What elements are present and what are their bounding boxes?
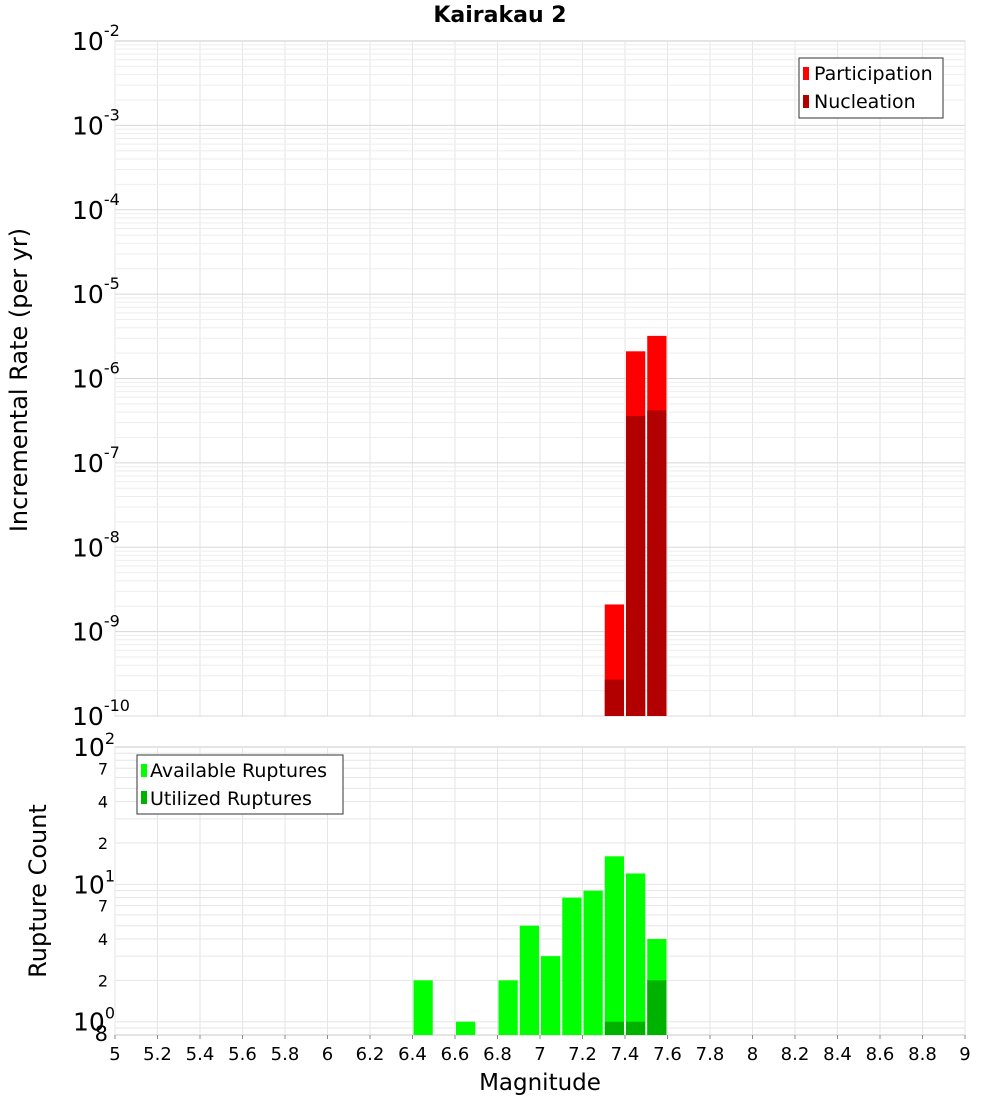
y-tick-exponent: -8 [104, 527, 120, 546]
magnitude-x-tick-labels: 5 5.2 5.4 5.6 5.8 6 6.2 6.4 6.6 6.8 7 7.2 7.4 7.6 7.8 8… [109, 1035, 971, 1065]
y-tick-label: 10-2 [72, 21, 120, 56]
y-tick-label: 10-3 [72, 105, 120, 140]
y-tick-label: 10-7 [72, 443, 120, 478]
x-tick-label: 5 [109, 1044, 120, 1065]
legend-utilized-ruptures-label: Utilized Ruptures [150, 788, 312, 810]
y-tick-label: 101 [73, 866, 115, 899]
legend-utilized-ruptures-swatch [141, 791, 147, 804]
y-minor-tick-label: 8 [95, 1022, 108, 1046]
rate-legend-box [798, 57, 944, 119]
x-tick-label: 8.8 [908, 1044, 937, 1065]
y-minor-tick-label: 7 [98, 897, 108, 916]
legend-nucleation-label: Nucleation [814, 91, 916, 113]
count-bar-available-ruptures [583, 890, 603, 1035]
count-bar-utilized-ruptures [647, 980, 667, 1035]
rate-legend: Participation Nucleation [798, 57, 944, 119]
legend-available-ruptures-label: Available Ruptures [150, 760, 327, 782]
y-tick-exponent: -6 [104, 359, 120, 378]
count-gridlines [114, 747, 966, 1035]
y-tick-exponent: -3 [104, 105, 120, 124]
x-tick-label: 5.2 [143, 1044, 172, 1065]
legend-available-ruptures-swatch [141, 764, 147, 777]
x-tick-label: 7 [534, 1044, 545, 1065]
y-minor-tick-label: 2 [98, 971, 108, 990]
count-bars [413, 856, 667, 1035]
count-bar-available-ruptures [413, 980, 433, 1035]
x-tick-label: 5.6 [228, 1044, 257, 1065]
x-tick-label: 7.2 [568, 1044, 597, 1065]
count-bar-available-ruptures [604, 856, 624, 1035]
count-bar-available-ruptures [626, 873, 646, 1035]
x-tick-label: 5.8 [271, 1044, 300, 1065]
x-tick-label: 6.2 [356, 1044, 385, 1065]
y-minor-tick-label: 2 [98, 834, 108, 853]
y-tick-exponent: 2 [105, 729, 115, 748]
y-tick-label: 10-8 [72, 527, 120, 562]
y-tick-label: 10-6 [72, 359, 120, 394]
count-bar-available-ruptures [519, 925, 539, 1035]
x-tick-label: 8.2 [781, 1044, 810, 1065]
count-bar-available-ruptures [498, 980, 518, 1035]
count-legend-box [136, 754, 344, 815]
y-tick-label: 10-10 [72, 696, 130, 731]
rate-bar-nucleation [626, 415, 646, 716]
count-bar-utilized-ruptures [604, 1021, 624, 1035]
y-tick-exponent: -5 [104, 274, 120, 293]
x-tick-label: 9 [959, 1044, 970, 1065]
rate-bars [604, 335, 667, 716]
x-tick-label: 6 [322, 1044, 333, 1065]
count-bar-available-ruptures [456, 1021, 476, 1035]
y-tick-exponent: -4 [104, 190, 120, 209]
y-tick-exponent: -2 [104, 21, 120, 40]
y-tick-exponent: -9 [104, 612, 120, 631]
count-bar-utilized-ruptures [626, 1021, 646, 1035]
count-bar-available-ruptures [541, 956, 561, 1035]
y-minor-tick-label: 7 [98, 759, 108, 778]
count-y-axis-label: Rupture Count [24, 804, 52, 978]
x-tick-label: 8.4 [823, 1044, 852, 1065]
y-minor-tick-label: 4 [98, 930, 108, 949]
count-legend: Available Ruptures Utilized Ruptures [136, 754, 344, 815]
x-tick-label: 6.6 [441, 1044, 470, 1065]
chart-title: Kairakau 2 [433, 3, 566, 28]
y-tick-exponent: 1 [105, 866, 115, 885]
x-tick-label: 8.6 [866, 1044, 895, 1065]
legend-nucleation-swatch [803, 95, 809, 108]
magnitude-x-axis-label: Magnitude [479, 1070, 601, 1096]
x-tick-label: 5.4 [186, 1044, 215, 1065]
y-tick-label: 10-9 [72, 612, 120, 647]
y-tick-exponent: 0 [105, 1004, 115, 1023]
rate-bar-nucleation [604, 679, 624, 716]
y-tick-label: 102 [73, 729, 115, 762]
legend-participation-label: Participation [814, 63, 933, 85]
rate-gridlines [114, 41, 966, 717]
x-tick-label: 6.4 [398, 1044, 427, 1065]
y-tick-exponent: -10 [104, 696, 130, 715]
y-tick-label: 10-5 [72, 274, 120, 309]
rate-panel: 10-2 10-3 10-4 10-5 10-6 10-7 10-8 10-9 10-10 In… [5, 21, 966, 731]
x-tick-label: 7.6 [653, 1044, 682, 1065]
count-bar-available-ruptures [562, 897, 582, 1035]
y-tick-label: 10-4 [72, 190, 120, 225]
x-tick-label: 7.8 [696, 1044, 725, 1065]
x-tick-label: 6.8 [483, 1044, 512, 1065]
legend-participation-swatch [803, 67, 809, 80]
rate-y-axis-label: Incremental Rate (per yr) [5, 228, 33, 532]
y-minor-tick-label: 4 [98, 793, 108, 812]
x-tick-label: 7.4 [611, 1044, 640, 1065]
x-tick-label: 8 [747, 1044, 758, 1065]
y-tick-exponent: -7 [104, 443, 120, 462]
rate-bar-nucleation [647, 410, 667, 716]
